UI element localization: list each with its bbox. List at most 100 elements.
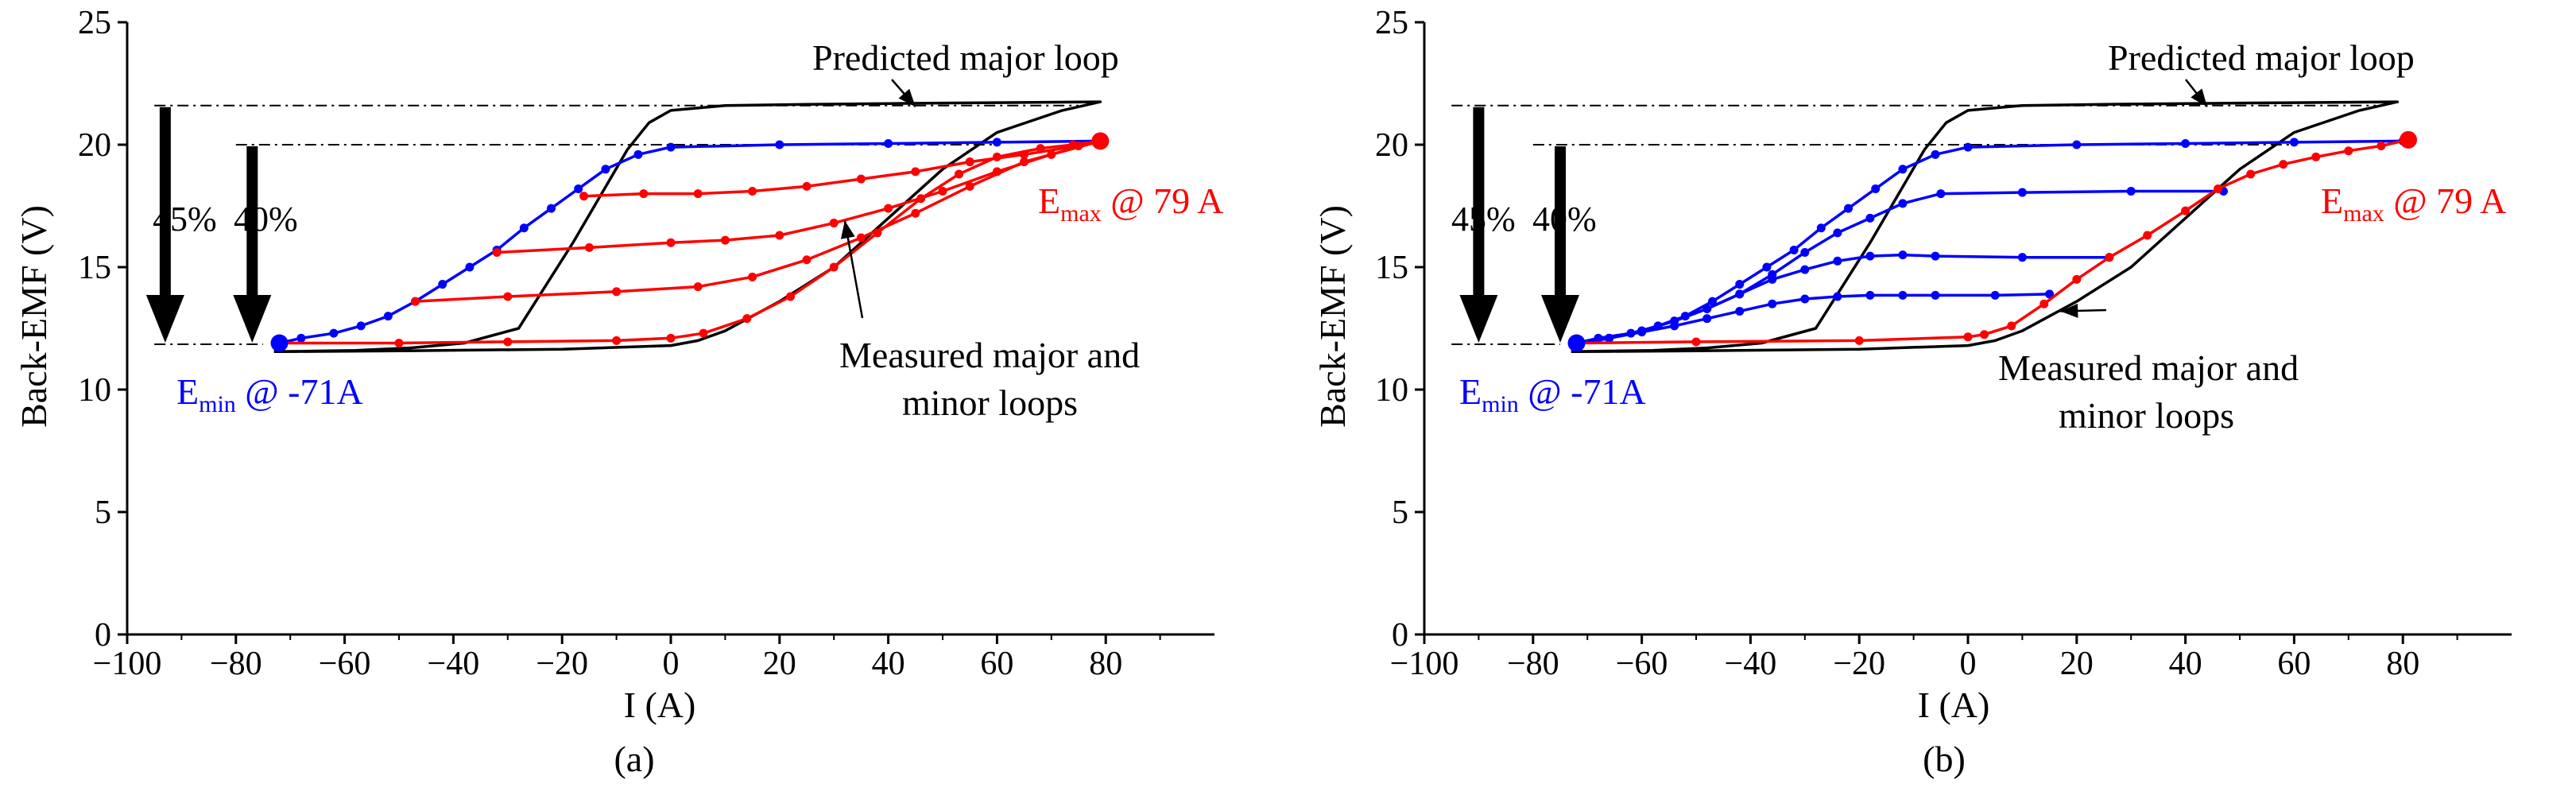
emax-label-main: E: [1038, 180, 1060, 221]
x-tick-label: 20: [763, 646, 796, 682]
y-axis-label: Back-EMF (V): [1312, 205, 1353, 428]
data-point-3-4: [802, 181, 812, 191]
data-point-1-8: [1789, 245, 1799, 254]
data-point-3-0: [579, 192, 589, 201]
percentage-arrows: [1459, 107, 1579, 343]
measured-loops-label-line1: Measured major and: [839, 335, 1140, 375]
data-point-5-5: [802, 255, 812, 265]
data-point-2-12: [612, 336, 622, 345]
data-point-1-17: [992, 138, 1001, 147]
panel-b: −100 −80 −60 −40 −20 0 20 40 60 80 0 5 10 15 20 25 I (A…: [1312, 5, 2512, 779]
data-point-4-2: [666, 238, 676, 247]
x-tick-label: −80: [1507, 646, 1559, 682]
data-point-2-7: [1800, 248, 1810, 258]
data-point-3-6: [1768, 274, 1777, 284]
pct40-label: 40%: [1532, 200, 1597, 239]
data-point-5-3: [693, 282, 703, 292]
data-point-4-6: [1768, 299, 1777, 308]
data-point-1-10: [547, 204, 556, 213]
data-point-5-12: [2007, 321, 2016, 331]
data-point-5-5: [2246, 169, 2256, 179]
percentage-arrows: [145, 107, 272, 343]
y-tick-label: 20: [1375, 127, 1408, 164]
x-tick-label: −40: [1725, 646, 1777, 682]
series-layer: [270, 100, 1110, 354]
data-point-3-9: [1865, 251, 1875, 261]
data-point-4-12: [1990, 290, 2000, 300]
data-point-1-15: [775, 140, 784, 149]
data-point-1-6: [438, 280, 447, 289]
data-point-5-1: [503, 292, 513, 301]
emin-label: Emin @ -71A: [176, 371, 363, 417]
y-tick-label: 5: [1392, 495, 1408, 531]
x-tick-label: 60: [980, 646, 1013, 682]
emin-label-rest: @ -71A: [1519, 371, 1646, 412]
x-tick-label: −40: [428, 646, 480, 682]
y-tick-label: 10: [78, 372, 111, 409]
data-point-4-9: [1865, 290, 1875, 300]
data-point-1-2: [329, 328, 339, 338]
emax-label: Emax @ 79 A: [2321, 180, 2506, 227]
y-tick-label: 0: [1392, 617, 1408, 654]
data-point-5-8: [2143, 231, 2152, 240]
data-point-4-5: [829, 219, 839, 228]
measured-loops-pointer-head: [2060, 303, 2078, 318]
y-tick-label: 25: [1375, 5, 1408, 41]
pct45-label: 45%: [153, 200, 217, 239]
data-point-5-0: [411, 297, 420, 306]
data-point-4-10: [1898, 290, 1908, 300]
x-tick-label: −80: [210, 646, 262, 682]
measured-loops-label-line2: minor loops: [2059, 395, 2234, 436]
arrow-head-1: [233, 295, 272, 343]
panel-label: (b): [1923, 739, 1966, 779]
x-tick-label: −20: [536, 646, 588, 682]
data-point-5-11: [2039, 299, 2049, 308]
emax-label-rest: @ 79 A: [1102, 180, 1224, 221]
data-point-4-1: [1605, 333, 1614, 343]
x-tick-label: 0: [663, 646, 680, 682]
data-point-5-6: [856, 233, 866, 242]
data-point-3-5: [856, 174, 866, 184]
axes: [1415, 21, 2512, 644]
data-point-4-7: [1800, 294, 1810, 304]
data-point-1-16: [2181, 138, 2191, 148]
x-tick-label: 40: [2169, 646, 2202, 682]
data-point-5-4: [2279, 160, 2288, 169]
emin-label-main: E: [1459, 371, 1482, 412]
series-line-5: [1576, 138, 2409, 345]
data-point-4-5: [1735, 306, 1745, 316]
data-point-3-4: [1702, 304, 1712, 313]
data-point-3-1: [639, 189, 649, 199]
data-point-3-12: [2017, 253, 2027, 262]
pct45-label: 45%: [1451, 200, 1516, 239]
data-point-2-11: [1936, 189, 1946, 199]
series-line-3: [1576, 253, 2109, 346]
data-point-3-7: [965, 157, 974, 167]
data-point-1-1: [296, 333, 306, 343]
series-line-4: [1576, 293, 2050, 346]
data-point-3-8: [1020, 149, 1029, 159]
data-point-4-4: [1702, 314, 1712, 324]
emax-label-sub: max: [2343, 200, 2384, 227]
data-point-3-3: [748, 187, 757, 196]
data-point-5-14: [1963, 332, 1973, 342]
y-tick-label: 15: [1375, 250, 1408, 286]
data-point-3-7: [1800, 265, 1810, 274]
emin-label-rest: @ -71A: [236, 371, 363, 412]
emax-label: Emax @ 79 A: [1038, 180, 1223, 227]
data-point-1-17: [2289, 138, 2299, 147]
x-tick-label: 60: [2277, 646, 2311, 682]
data-point-1-13: [1931, 149, 1940, 159]
x-tick-label: −60: [1616, 646, 1668, 682]
arrow-head-1: [1541, 295, 1579, 343]
data-point-1-12: [601, 165, 610, 174]
data-point-1-11: [1871, 184, 1881, 193]
y-tick-label: 25: [78, 5, 111, 41]
data-point-4-2: [1637, 328, 1647, 337]
y-tick-label: 15: [78, 250, 111, 286]
x-tick-label: −100: [93, 646, 162, 682]
data-point-3-11: [1931, 251, 1940, 261]
y-tick-label: 10: [1375, 372, 1408, 409]
data-point-1-6: [1735, 280, 1745, 289]
